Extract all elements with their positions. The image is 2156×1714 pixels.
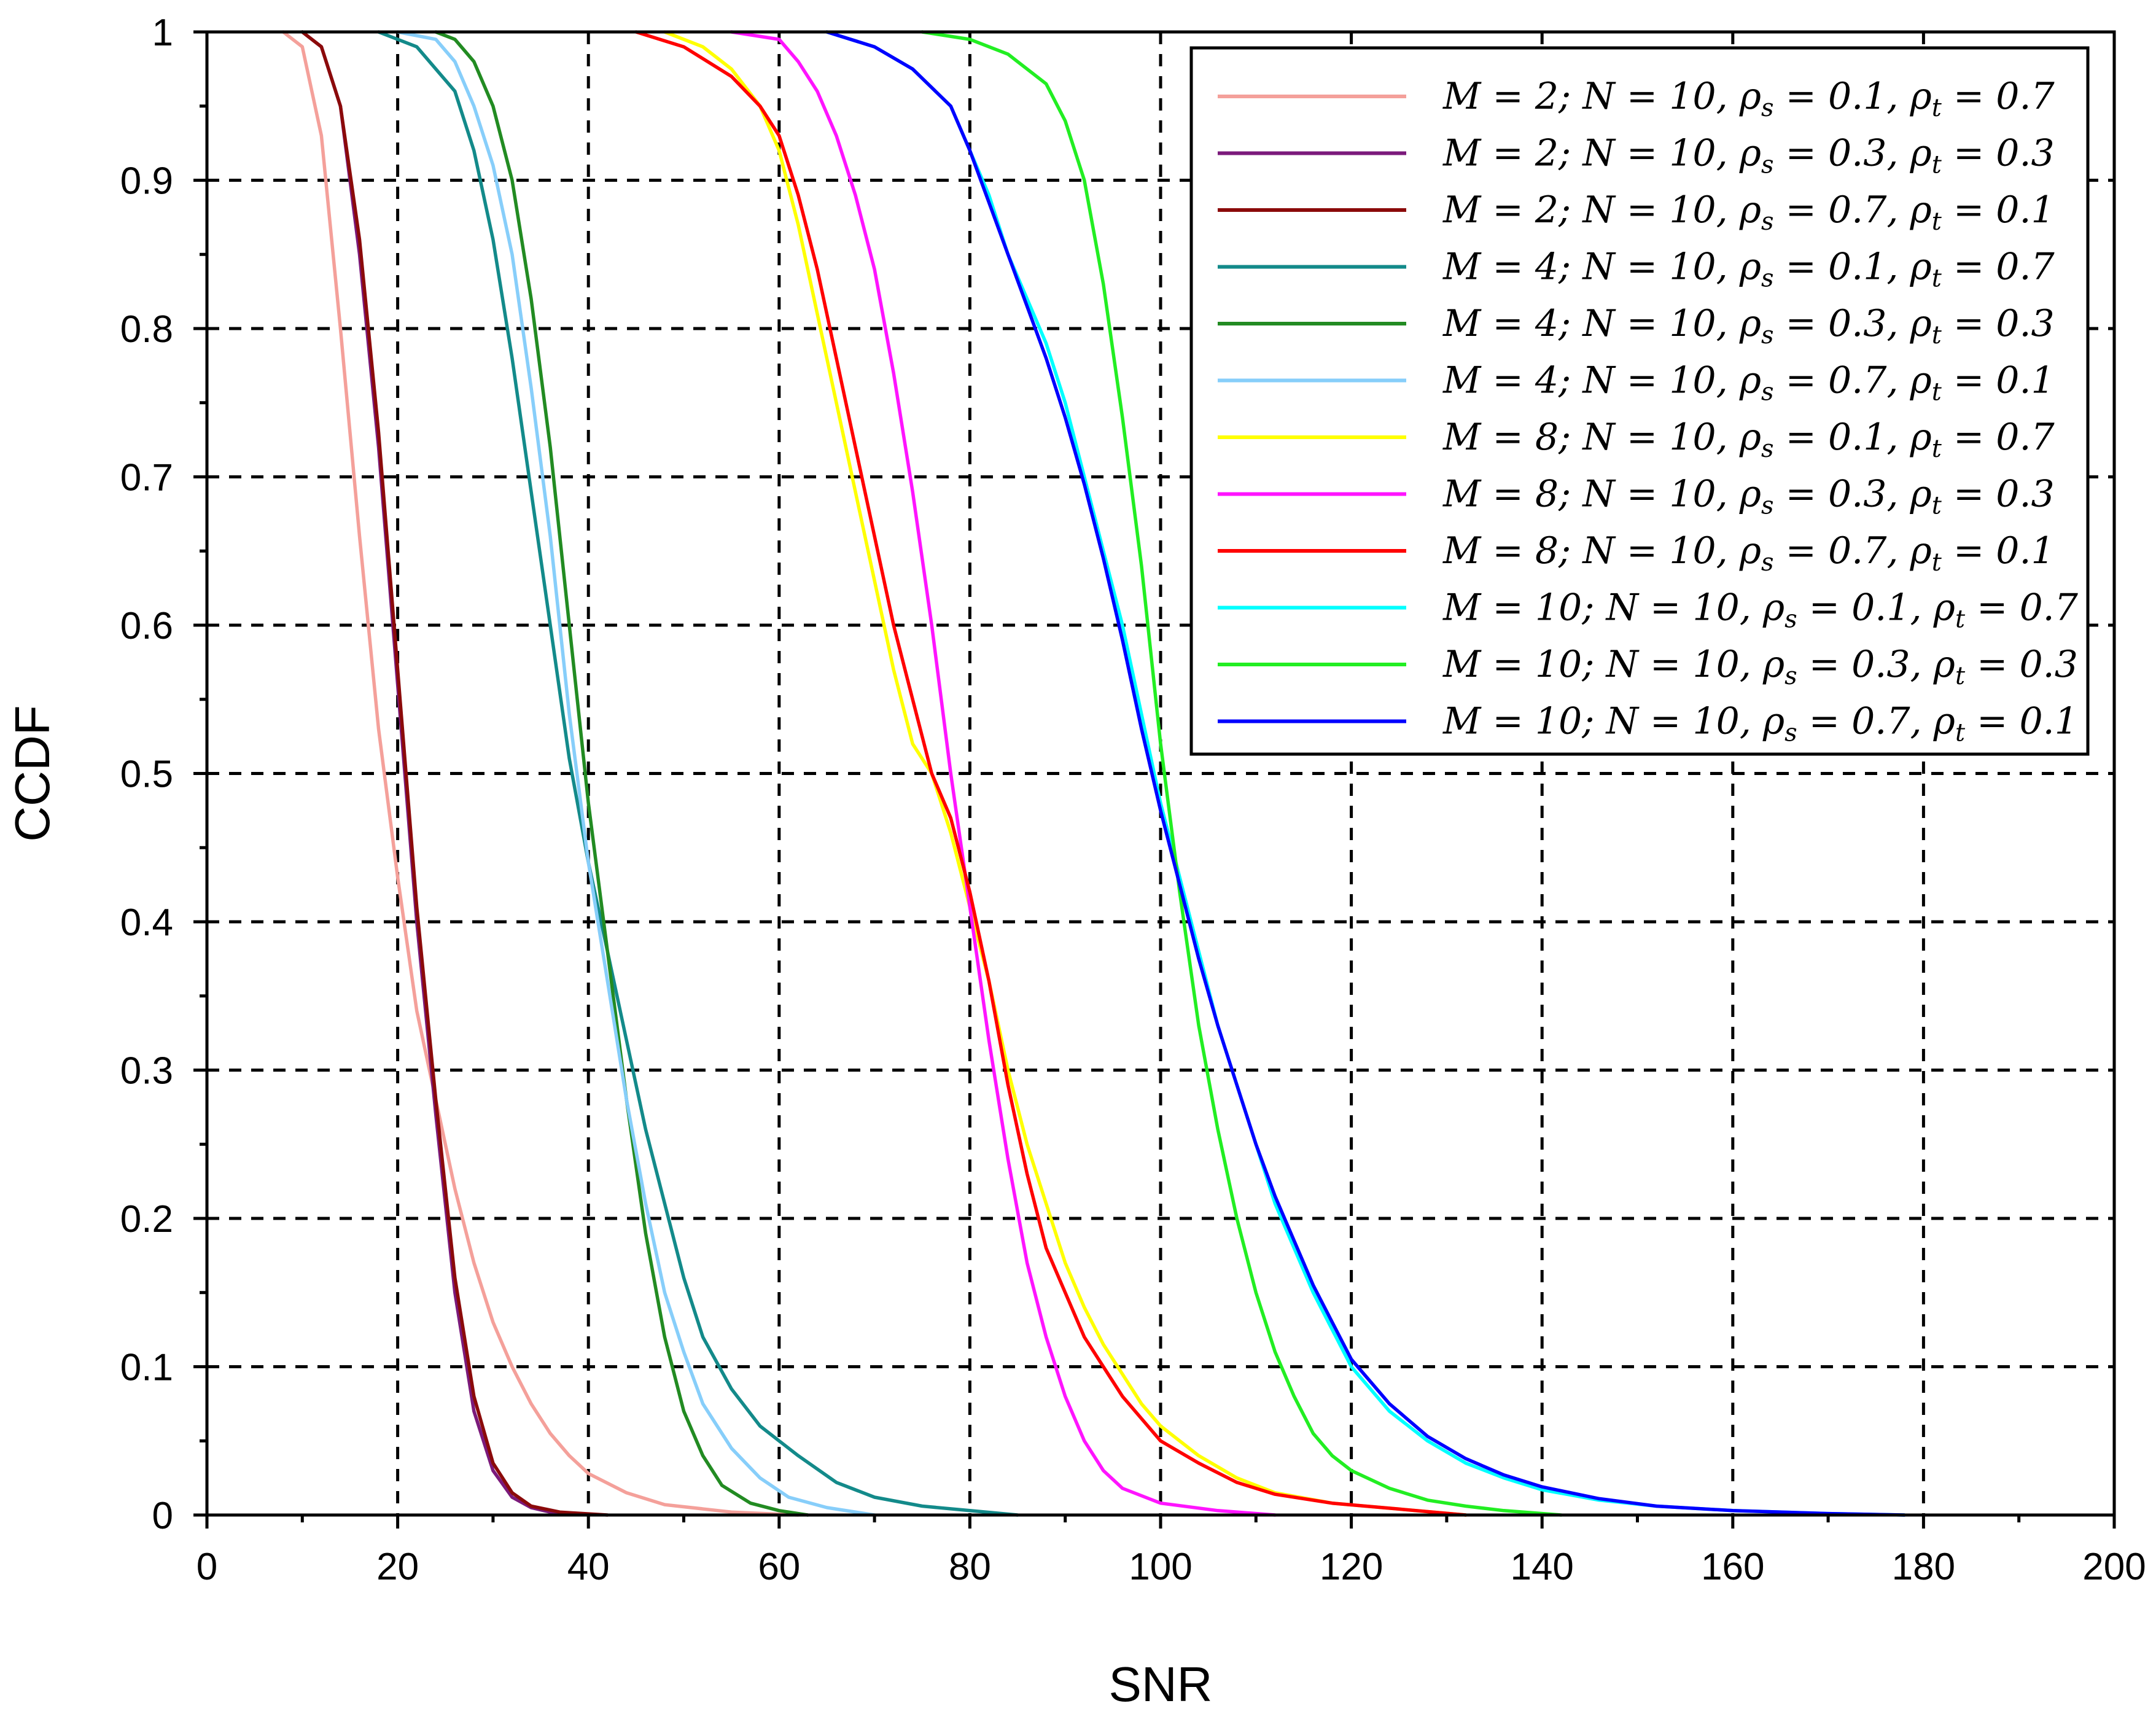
legend-label-6: M = 4; N = 10, ρs = 0.7, ρt = 0.1 [1442, 359, 2055, 407]
series-line-4 [376, 30, 1019, 1517]
series-line-1 [281, 30, 800, 1517]
y-tick-label: 1 [152, 12, 173, 54]
y-axis-label: CCDF [5, 705, 60, 841]
y-tick-label: 0.3 [120, 1050, 173, 1093]
x-tick-label: 60 [758, 1546, 800, 1588]
x-axis-ticks: 0 20 40 60 80 100 120 140 160 180 200 [197, 1515, 2146, 1588]
y-tick-label: 0.7 [120, 457, 173, 499]
x-tick-label: 140 [1510, 1546, 1573, 1588]
x-tick-label: 40 [567, 1546, 610, 1588]
legend-label-7: M = 8; N = 10, ρs = 0.1, ρt = 0.7 [1442, 416, 2055, 463]
x-tick-label: 0 [197, 1546, 217, 1588]
series-line-11 [920, 30, 1563, 1517]
grid-lines [207, 32, 2114, 1515]
legend-box [1189, 46, 2090, 756]
legend-label-10: M = 10; N = 10, ρs = 0.1, ρt = 0.7 [1442, 586, 2079, 634]
series-lines [281, 30, 1907, 1517]
series-line-6 [395, 30, 876, 1517]
x-tick-label: 20 [376, 1546, 419, 1588]
y-axis-ticks: 0 0.1 0.2 0.3 0.4 0.5 0.6 0.7 0.8 0.9 1 [120, 12, 207, 1537]
legend-label-4: M = 4; N = 10, ρs = 0.1, ρt = 0.7 [1442, 246, 2055, 293]
x-tick-label: 180 [1892, 1546, 1955, 1588]
y-tick-label: 0.1 [120, 1347, 173, 1389]
legend-label-2: M = 2; N = 10, ρs = 0.3, ρt = 0.3 [1442, 132, 2055, 179]
x-tick-label: 200 [2082, 1546, 2146, 1588]
legend-label-3: M = 2; N = 10, ρs = 0.7, ρt = 0.1 [1442, 189, 2055, 236]
y-tick-label: 0.9 [120, 160, 173, 203]
series-line-12 [825, 30, 1907, 1517]
y-tick-label: 0.6 [120, 605, 173, 647]
x-tick-label: 160 [1701, 1546, 1764, 1588]
y-tick-label: 0.8 [120, 308, 173, 351]
x-tick-label: 120 [1320, 1546, 1383, 1588]
series-line-9 [634, 30, 1468, 1517]
series-line-3 [300, 30, 610, 1517]
x-tick-label: 100 [1129, 1546, 1192, 1588]
legend-label-12: M = 10; N = 10, ρs = 0.7, ρt = 0.1 [1442, 700, 2078, 747]
legend-label-9: M = 8; N = 10, ρs = 0.7, ρt = 0.1 [1442, 529, 2055, 577]
series-line-8 [730, 30, 1277, 1517]
legend-label-11: M = 10; N = 10, ρs = 0.3, ρt = 0.3 [1442, 643, 2078, 690]
series-line-5 [434, 30, 810, 1517]
legend-label-5: M = 4; N = 10, ρs = 0.3, ρt = 0.3 [1442, 302, 2055, 349]
legend-label-8: M = 8; N = 10, ρs = 0.3, ρt = 0.3 [1442, 473, 2055, 520]
legend-label-1: M = 2; N = 10, ρs = 0.1, ρt = 0.7 [1442, 75, 2055, 122]
y-tick-label: 0.5 [120, 754, 173, 796]
y-tick-label: 0 [152, 1495, 173, 1537]
x-tick-label: 80 [949, 1546, 991, 1588]
x-axis-label: SNR [1109, 1657, 1213, 1712]
y-tick-label: 0.4 [120, 902, 173, 944]
y-tick-label: 0.2 [120, 1198, 173, 1241]
legend: M = 2; N = 10, ρs = 0.1, ρt = 0.7 M = 2; … [1189, 46, 2090, 756]
